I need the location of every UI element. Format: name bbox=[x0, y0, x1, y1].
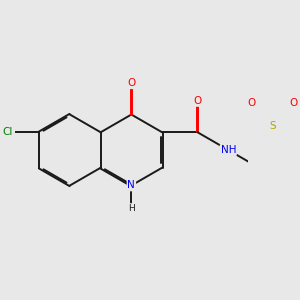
Text: S: S bbox=[269, 121, 276, 131]
Text: O: O bbox=[248, 98, 256, 108]
Text: O: O bbox=[127, 78, 136, 88]
Text: NH: NH bbox=[220, 145, 236, 155]
Text: N: N bbox=[128, 181, 135, 190]
Text: Cl: Cl bbox=[3, 127, 13, 137]
Text: H: H bbox=[128, 204, 135, 213]
Text: O: O bbox=[194, 96, 202, 106]
Text: O: O bbox=[289, 98, 297, 108]
